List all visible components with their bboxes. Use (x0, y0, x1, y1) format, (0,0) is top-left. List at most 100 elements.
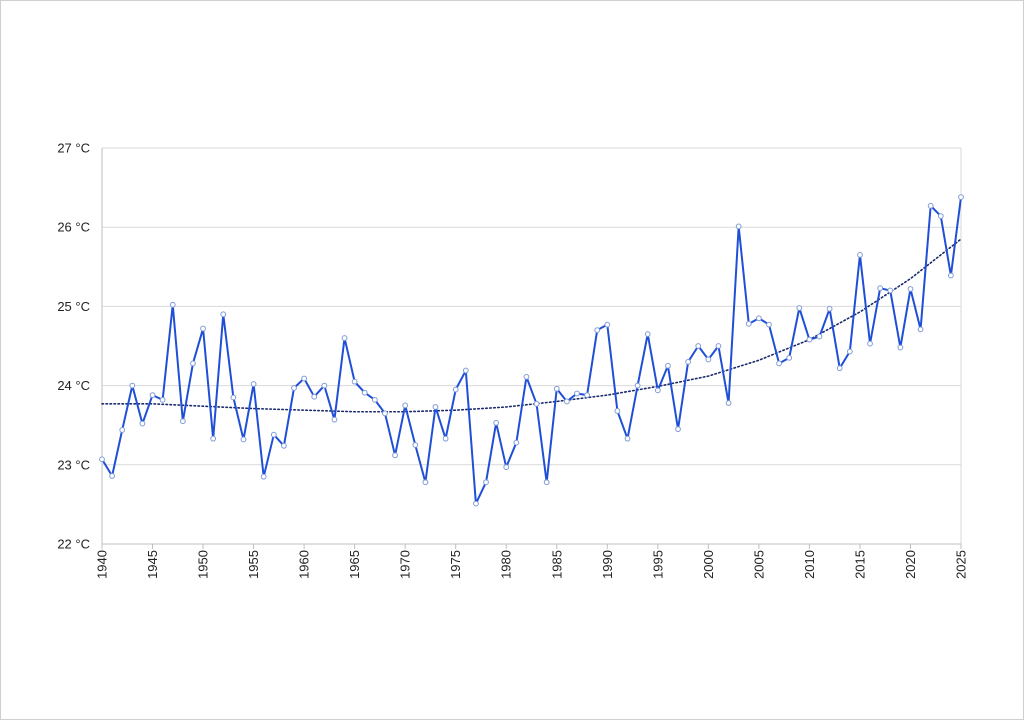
y-tick-label: 22 °C (57, 537, 90, 552)
data-point (371, 396, 378, 403)
data-point (786, 354, 793, 361)
y-tick-label: 27 °C (57, 141, 90, 156)
data-point (735, 223, 742, 230)
data-point (887, 287, 894, 294)
data-point (270, 431, 277, 438)
data-point (574, 390, 580, 397)
data-point (139, 420, 146, 427)
x-tick-label: 1975 (448, 550, 463, 579)
data-point (331, 416, 338, 423)
data-point (402, 402, 409, 409)
data-point (392, 452, 398, 459)
data-point (695, 343, 702, 349)
data-point (806, 336, 813, 343)
data-point (644, 331, 651, 338)
x-tick-label: 1970 (398, 550, 413, 579)
data-point (442, 435, 449, 442)
data-point (584, 392, 590, 399)
data-point (250, 381, 257, 387)
data-point (230, 394, 237, 401)
data-point (614, 408, 621, 414)
x-tick-label: 2015 (852, 550, 867, 579)
data-point (179, 418, 186, 425)
data-point (816, 333, 823, 340)
data-point (836, 365, 843, 372)
data-point (473, 500, 479, 507)
data-point (947, 272, 954, 279)
data-point (462, 367, 469, 374)
data-point (755, 315, 762, 322)
x-tick-label: 1955 (246, 550, 261, 579)
data-point (452, 386, 459, 393)
data-point (705, 356, 712, 363)
data-point (543, 479, 550, 486)
data-point (665, 362, 671, 369)
data-point (513, 439, 520, 446)
x-tick-label: 1950 (196, 550, 211, 579)
data-point (907, 286, 914, 292)
data-point (877, 285, 884, 292)
data-point (594, 327, 601, 334)
data-point (503, 464, 510, 471)
x-tick-label: 2000 (701, 550, 716, 579)
data-point (432, 404, 439, 410)
x-tick-label: 2010 (802, 550, 817, 579)
data-point (685, 358, 692, 365)
data-point (210, 435, 217, 442)
data-point (361, 389, 368, 396)
x-tick-label: 2020 (903, 550, 918, 579)
y-axis-tick-labels: 22 °C 23 °C 24 °C 25 °C 26 °C 27 °C (57, 141, 90, 552)
data-point (846, 348, 853, 355)
data-point (654, 387, 661, 394)
data-point (422, 479, 429, 486)
x-tick-label: 1945 (145, 550, 160, 579)
y-tick-label: 26 °C (57, 220, 90, 235)
x-tick-label: 1960 (297, 550, 312, 579)
data-point (867, 340, 873, 347)
y-gridlines (102, 147, 961, 545)
data-point (725, 400, 732, 406)
x-tick-label: 2025 (954, 550, 969, 579)
data-point (634, 382, 641, 389)
data-point (917, 326, 924, 333)
x-tick-label: 1985 (549, 550, 564, 579)
data-point (958, 194, 964, 201)
data-point (523, 373, 530, 380)
data-point (159, 396, 166, 403)
data-point (796, 305, 803, 311)
data-point (169, 301, 176, 308)
data-point (745, 320, 752, 327)
data-point (281, 442, 287, 449)
y-tick-label: 25 °C (57, 299, 90, 314)
data-point (301, 375, 308, 382)
data-point (715, 343, 722, 349)
data-point (563, 398, 570, 405)
data-point (412, 442, 419, 448)
x-tick-label: 1940 (95, 550, 110, 579)
data-point (260, 473, 267, 480)
data-point (553, 385, 560, 392)
data-point (766, 321, 772, 328)
x-axis-tick-labels: 1940 1945 1950 1955 1960 1965 1970 1975 1980 1985… (95, 550, 969, 579)
data-point (533, 400, 540, 407)
y-tick-label: 23 °C (57, 457, 90, 472)
data-point (109, 472, 116, 479)
x-tick-label: 2005 (751, 550, 766, 579)
x-tick-label: 1990 (600, 550, 615, 579)
data-point (129, 382, 136, 389)
data-point (99, 456, 105, 463)
data-point (321, 382, 328, 389)
y-tick-label: 24 °C (57, 378, 90, 393)
data-point (857, 252, 863, 258)
data-point (937, 213, 944, 220)
data-point (483, 479, 489, 486)
data-point (220, 311, 227, 318)
series-layer (99, 194, 964, 507)
series-line (101, 196, 962, 505)
data-point (311, 393, 318, 400)
data-point (675, 426, 681, 433)
data-point (826, 305, 833, 312)
data-point (776, 360, 782, 367)
